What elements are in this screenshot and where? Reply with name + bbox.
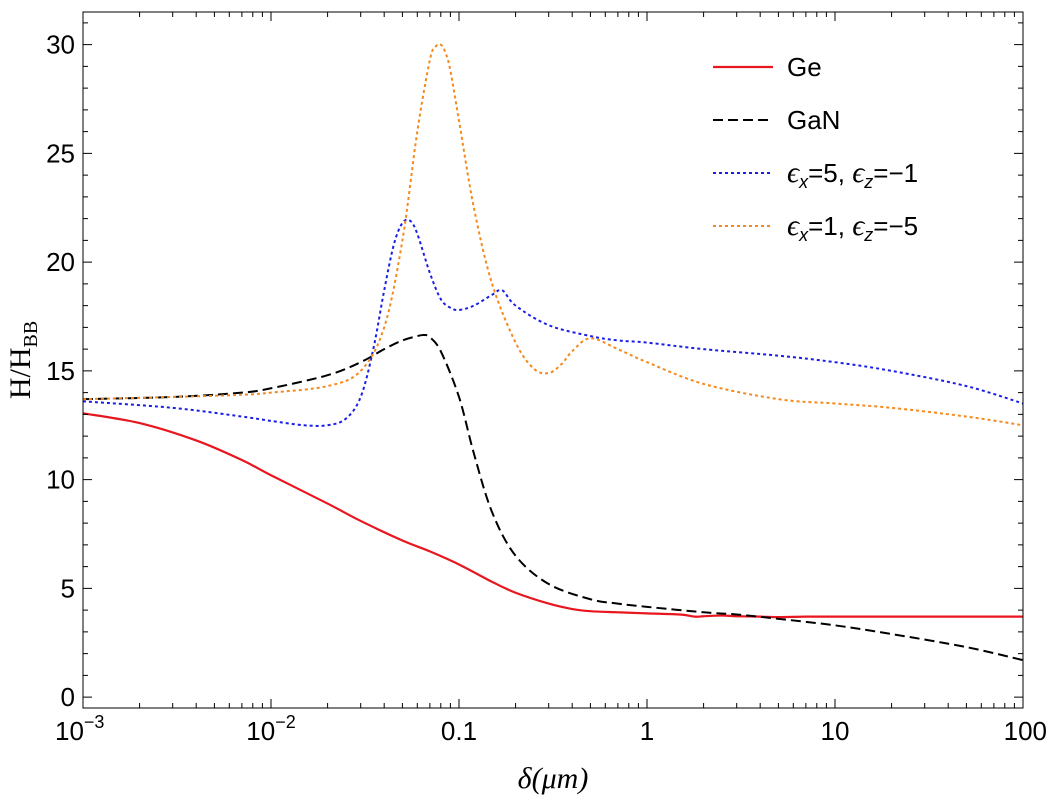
y-tick-label: 20	[46, 247, 75, 277]
series-line-eps-x-1-eps-z-5	[82, 43, 1024, 427]
x-tick-label-exp: −3	[84, 712, 105, 732]
ticks-layer	[82, 12, 1024, 708]
legend-label: ϵx=1, ϵz=−5	[787, 209, 918, 245]
legend: Ge GaN ϵx=5, ϵz=−1 ϵx=1, ϵz=−5	[713, 52, 918, 245]
series-layer	[82, 43, 1024, 662]
x-tick-label-base: 10	[55, 716, 84, 746]
y-tick-label: 25	[46, 138, 75, 168]
x-tick-label: 100	[1004, 716, 1047, 746]
y-tick-label: 5	[61, 573, 75, 603]
legend-label: Ge	[787, 52, 822, 82]
x-tick-label: 10−2	[246, 712, 295, 746]
y-tick-label: 10	[46, 465, 75, 495]
x-tick-label-exp: −2	[275, 712, 296, 732]
series-line-gan	[82, 333, 1024, 662]
y-axis-title-main: H/H	[4, 348, 37, 400]
y-axis-title-sub: BB	[20, 321, 42, 348]
series-line-eps-x-5-eps-z-1	[82, 218, 1024, 427]
series-line-ge	[82, 412, 1023, 619]
x-tick-label: 10−3	[55, 712, 104, 746]
y-tick-label: 0	[61, 682, 75, 712]
y-tick-label: 15	[46, 356, 75, 386]
legend-label: ϵx=5, ϵz=−1	[787, 156, 918, 192]
plot-frame	[82, 11, 1024, 709]
x-tick-label: 0.1	[441, 716, 477, 746]
x-tick-label: 10	[821, 716, 850, 746]
legend-label: GaN	[787, 105, 840, 135]
y-tick-label: 30	[46, 30, 75, 60]
x-tick-label-base: 10	[246, 716, 275, 746]
x-tick-label: 1	[640, 716, 654, 746]
x-axis-title: δ(μm)	[518, 762, 589, 795]
y-axis-title: H/HBB	[4, 321, 42, 399]
